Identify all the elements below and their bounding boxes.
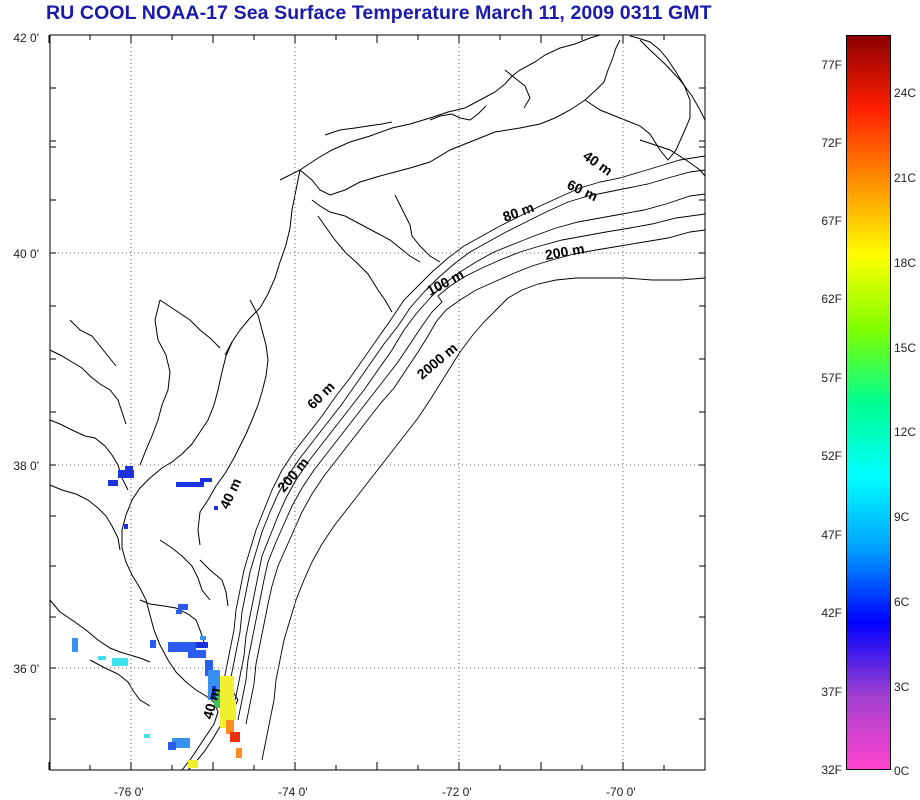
contour-label: 200 m bbox=[544, 240, 586, 263]
sst-pixel-patch bbox=[112, 658, 128, 666]
contour-2000m bbox=[261, 277, 706, 761]
colorbar-label-c: 9C bbox=[894, 510, 910, 524]
lon-label-76: -76 0' bbox=[114, 785, 144, 799]
contour-100m bbox=[237, 213, 706, 721]
sst-pixel-patch bbox=[226, 720, 234, 734]
lon-label-74: -74 0' bbox=[278, 785, 308, 799]
sst-pixel-patch bbox=[212, 686, 216, 698]
contour-80m bbox=[231, 193, 706, 717]
colorbar-label-c: 3C bbox=[894, 680, 910, 694]
colorbar-label-f: 42F bbox=[821, 606, 842, 620]
colorbar-label-c: 18C bbox=[894, 256, 917, 270]
colorbar-label-f: 77F bbox=[821, 58, 842, 72]
contour-label: 80 m bbox=[501, 199, 536, 225]
lat-label-38: 38 0' bbox=[13, 459, 39, 473]
sst-pixel-patch bbox=[144, 734, 150, 738]
sst-pixel-patch bbox=[118, 470, 134, 478]
sst-pixel-patch bbox=[172, 738, 190, 748]
sst-pixel-patch bbox=[150, 640, 156, 648]
contour-label: 60 m bbox=[304, 378, 338, 412]
contour-label: 60 m bbox=[565, 176, 601, 204]
contour-label: 2000 m bbox=[414, 340, 461, 383]
delmarva-coast bbox=[121, 341, 233, 548]
contour-label: 40 m bbox=[216, 476, 244, 512]
bathymetry-contours bbox=[217, 155, 706, 761]
colorbar-label-f: 67F bbox=[821, 214, 842, 228]
colorbar-label-c: 6C bbox=[894, 595, 910, 609]
colorbar-label-f: 32F bbox=[821, 763, 842, 777]
chesapeake-western-shore bbox=[49, 419, 129, 491]
colorbar-label-c: 12C bbox=[894, 425, 917, 439]
sst-pixel-patch bbox=[108, 480, 118, 486]
sst-pixel-patch bbox=[236, 748, 242, 758]
sst-pixel-patch bbox=[98, 656, 106, 660]
sst-pixel-patch bbox=[125, 466, 133, 471]
contour-label: 40 m bbox=[199, 686, 223, 721]
contour-40m bbox=[217, 155, 706, 709]
coastline-group bbox=[49, 34, 706, 771]
sst-pixel-patch bbox=[188, 760, 198, 768]
contour-60m bbox=[223, 169, 706, 713]
sst-pixel-patch bbox=[200, 478, 212, 482]
grid-lines bbox=[50, 35, 705, 770]
sst-pixel-patch bbox=[214, 690, 222, 708]
lat-label-40: 40 0' bbox=[13, 247, 39, 261]
sst-pixel-patch bbox=[200, 636, 206, 640]
sst-pixel-patch bbox=[188, 650, 206, 658]
colorbar-label-f: 57F bbox=[821, 371, 842, 385]
lon-label-70: -70 0' bbox=[606, 785, 636, 799]
sst-pixel-patch bbox=[168, 742, 176, 750]
contour-label: 40 m bbox=[580, 147, 615, 178]
sst-pixel-patch bbox=[178, 604, 188, 610]
colorbar-label-f: 52F bbox=[821, 449, 842, 463]
contour-label: 100 m bbox=[424, 266, 467, 299]
sst-data bbox=[72, 466, 242, 768]
axis-ticks bbox=[48, 34, 706, 771]
sst-pixel-patch bbox=[214, 506, 218, 510]
contour-200m bbox=[245, 229, 706, 725]
new-england-coast bbox=[279, 34, 601, 181]
lat-label-42: 42 0' bbox=[13, 31, 39, 45]
lat-label-36: 36 0' bbox=[13, 662, 39, 676]
temperature-colorbar bbox=[846, 35, 891, 770]
sst-pixel-patch bbox=[230, 732, 240, 742]
sst-pixel-patch bbox=[168, 642, 196, 652]
colorbar-label-f: 62F bbox=[821, 292, 842, 306]
colorbar-label-c: 0C bbox=[894, 764, 910, 778]
map-frame bbox=[49, 34, 706, 771]
sst-pixel-patch bbox=[205, 660, 213, 676]
sst-pixel-patch bbox=[124, 524, 128, 529]
sst-pixel-patch bbox=[176, 610, 182, 614]
sst-pixel-patch bbox=[72, 638, 78, 652]
colorbar-label-f: 72F bbox=[821, 136, 842, 150]
colorbar-label-f: 37F bbox=[821, 685, 842, 699]
sst-pixel-patch bbox=[176, 482, 204, 487]
colorbar-label-c: 21C bbox=[894, 171, 917, 185]
lon-label-72: -72 0' bbox=[442, 785, 472, 799]
colorbar-label-c: 24C bbox=[894, 86, 917, 100]
new-jersey-coast bbox=[224, 169, 301, 356]
sst-pixel-patch bbox=[196, 642, 208, 648]
colorbar-label-c: 15C bbox=[894, 341, 917, 355]
map-title: RU COOL NOAA-17 Sea Surface Temperature … bbox=[46, 2, 712, 24]
colorbar-label-f: 47F bbox=[821, 528, 842, 542]
virginia-nc-coast bbox=[121, 547, 219, 771]
sst-pixel-patch bbox=[228, 700, 236, 720]
